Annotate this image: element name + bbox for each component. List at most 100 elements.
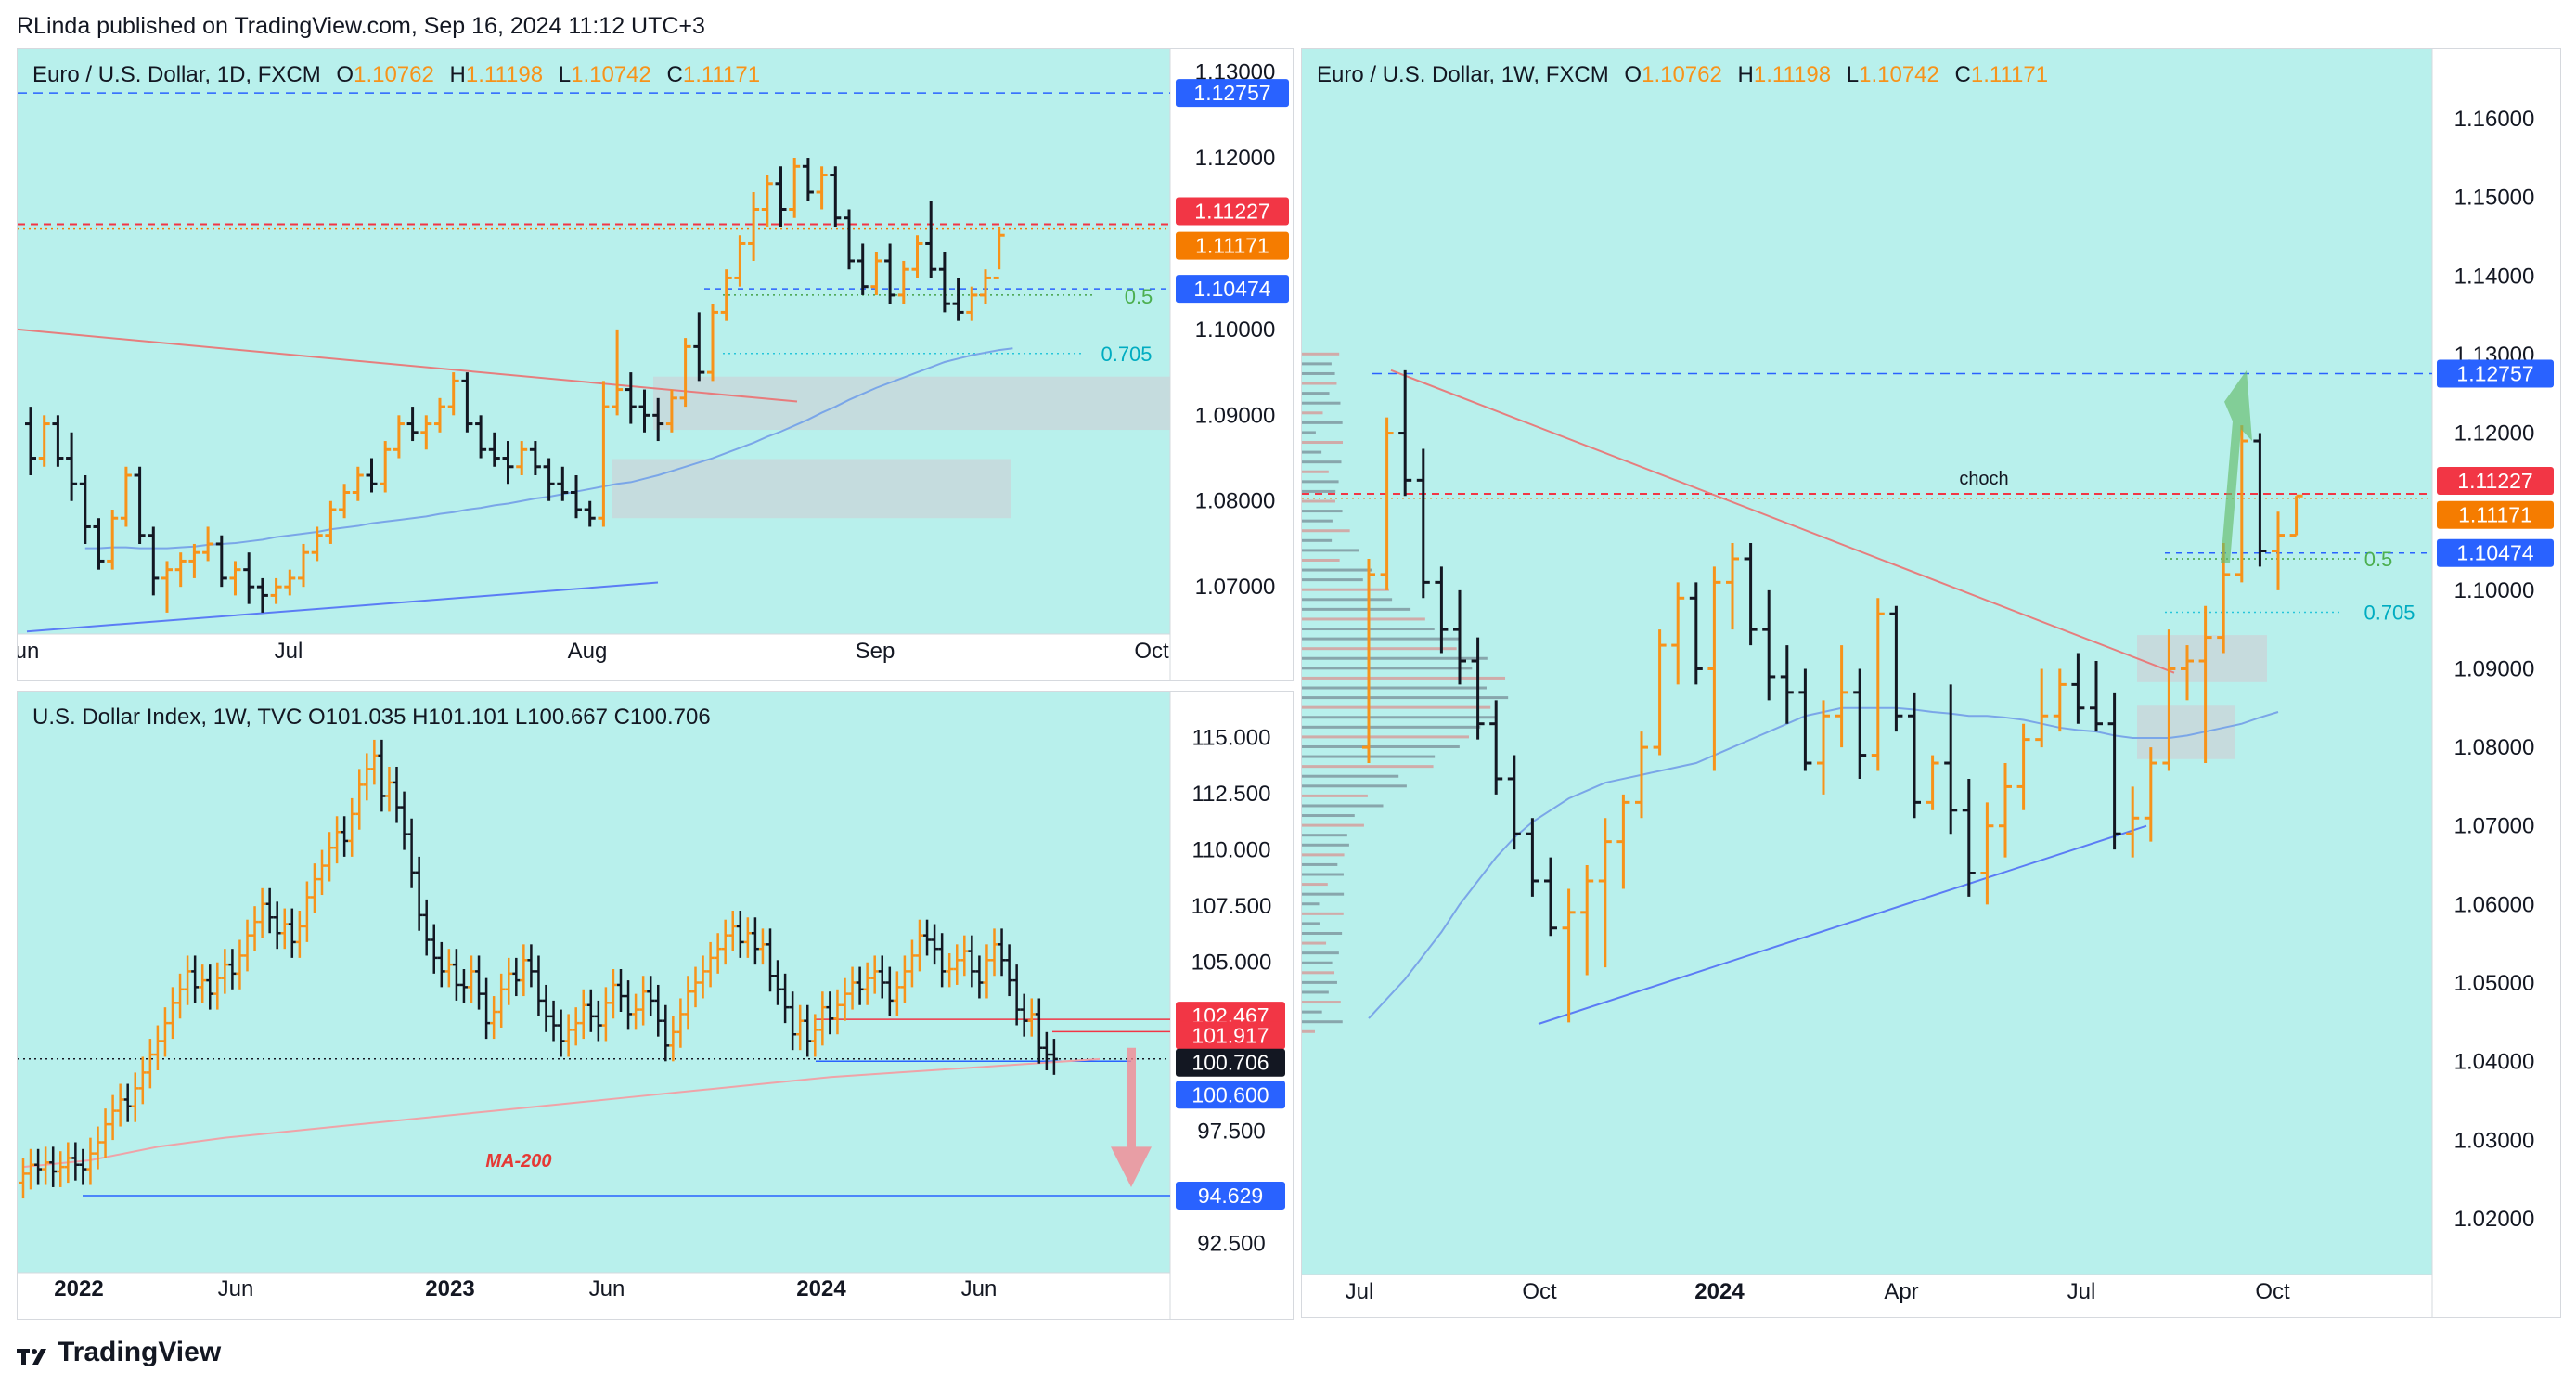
- ohlc-open-label: O: [1624, 62, 1642, 87]
- ohlc-bar: [1653, 629, 1667, 756]
- ohlc-bar: [430, 924, 438, 974]
- time-axis-tick: Apr: [1884, 1279, 1918, 1304]
- ohlc-bar: [483, 977, 491, 1040]
- ohlc-bar: [348, 797, 356, 857]
- ohlc-open-label: O: [336, 62, 354, 87]
- volume-profile-row: [1302, 853, 1345, 857]
- ohlc-bar: [594, 1000, 602, 1042]
- ohlc-bar: [761, 175, 773, 227]
- ohlc-bar: [258, 887, 266, 938]
- price-axis-tick: 1.10000: [1195, 317, 1276, 343]
- eurusd-daily-pane: Euro / U.S. Dollar, 1D, FXCM O1.10762 H1…: [4, 48, 1294, 681]
- ohlc-bar: [184, 955, 192, 1005]
- ohlc-bar: [273, 901, 281, 950]
- time-axis-tick: Oct: [1522, 1279, 1557, 1304]
- ohlc-bar: [897, 260, 909, 304]
- ohlc-high-value: 1.11198: [1753, 62, 1832, 87]
- ohlc-bar: [1012, 964, 1021, 1026]
- dxy-weekly-chart[interactable]: MA-200 115.000 112.500 110.000 107.500 105.00…: [18, 692, 1293, 1319]
- ohlc-bar: [2235, 425, 2248, 583]
- ohlc-bar: [325, 500, 337, 544]
- time-axis-tick: 2024: [796, 1276, 846, 1301]
- volume-profile-row: [1302, 696, 1509, 700]
- price-tag-box: [1176, 1048, 1285, 1077]
- ohlc-bar: [758, 928, 766, 965]
- ohlc-bar: [378, 739, 386, 812]
- volume-profile-row: [1302, 843, 1349, 847]
- ohlc-bar: [468, 955, 475, 1003]
- price-tag-label: 1.11171: [2458, 503, 2532, 527]
- price-tag-1.10474: 1.10474: [1176, 275, 1289, 304]
- ohlc-bar: [789, 991, 797, 1051]
- price-tag-101.917: 101.917: [1176, 1021, 1285, 1050]
- ohlc-bar: [169, 987, 176, 1040]
- price-tag-box: [1176, 79, 1289, 108]
- ohlc-bar: [908, 939, 916, 988]
- volume-profile-row: [1302, 735, 1470, 739]
- ohlc-bar: [2035, 668, 2049, 748]
- price-axis-tick: 1.08000: [1195, 489, 1276, 514]
- ohlc-bar: [625, 372, 637, 424]
- price-axis-tick: 1.05000: [2454, 971, 2535, 996]
- eurusd-weekly-chart[interactable]: 0.50.705choch1.160001.150001.140001.1300…: [1302, 49, 2560, 1317]
- ohlc-bar: [174, 552, 187, 588]
- ohlc-bar: [549, 1000, 558, 1042]
- ohlc-bar: [393, 766, 401, 823]
- ohlc-bar: [535, 955, 543, 1016]
- price-tag-box: [1176, 197, 1289, 226]
- ohlc-bar: [437, 941, 445, 988]
- ohlc-bar: [857, 243, 869, 295]
- ohlc-bar: [505, 957, 513, 1005]
- fib-0.705-label: 0.705: [2363, 602, 2415, 625]
- volume-profile-row: [1302, 725, 1481, 729]
- volume-profile-row: [1302, 431, 1316, 434]
- volume-profile-row: [1302, 598, 1393, 602]
- ohlc-bar: [736, 911, 744, 958]
- ohlc-bar: [188, 543, 200, 578]
- ohlc-bar: [557, 1009, 565, 1057]
- ohlc-low-value: 1.10742: [1859, 62, 1939, 87]
- volume-profile-row: [1302, 922, 1320, 925]
- ohlc-open-value: 1.10762: [354, 62, 434, 87]
- time-axis-tick: Sep: [856, 639, 895, 664]
- ohlc-bar: [923, 919, 932, 956]
- demand-zone-lower: [612, 459, 1011, 519]
- volume-profile-row: [1302, 862, 1338, 866]
- ohlc-bar: [557, 466, 569, 501]
- ohlc-bar: [49, 1146, 58, 1187]
- eurusd-daily-chart[interactable]: 0.50.7051.130001.120001.110001.100001.09…: [4, 49, 1293, 680]
- ohlc-bar: [459, 968, 468, 1003]
- ohlc-bar: [2289, 494, 2303, 537]
- price-axis-tick: 1.07000: [2454, 814, 2535, 839]
- ohlc-bar: [529, 441, 541, 476]
- fib-0.5-label: 0.5: [1125, 285, 1153, 308]
- ohlc-bar: [1889, 605, 1903, 732]
- ohlc-bar: [1689, 582, 1703, 685]
- ohlc-bar: [366, 458, 378, 493]
- volume-profile-row: [1302, 470, 1329, 473]
- price-tag-box: [1176, 231, 1289, 260]
- descending-trendline: [17, 328, 798, 403]
- ohlc-bar: [2198, 605, 2212, 764]
- price-tag-1.11227: 1.11227: [1176, 197, 1289, 226]
- price-axis-tick: 112.500: [1192, 782, 1271, 807]
- ohlc-bar: [1398, 369, 1412, 497]
- ohlc-bar: [598, 381, 610, 527]
- ohlc-bar: [751, 917, 759, 965]
- ohlc-bar: [27, 1148, 35, 1190]
- ohlc-bar: [1362, 558, 1375, 764]
- volume-profile-row: [1302, 794, 1368, 797]
- price-axis-tick: 97.500: [1197, 1119, 1265, 1144]
- ohlc-bar: [990, 928, 998, 977]
- volume-profile-row: [1302, 705, 1491, 709]
- volume-profile-row: [1302, 951, 1339, 955]
- ohlc-bar: [564, 1014, 573, 1057]
- ohlc-bar: [1908, 692, 1921, 819]
- volume-profile-row: [1302, 588, 1389, 591]
- volume-profile-row: [1302, 1029, 1316, 1033]
- ohlc-bar: [938, 252, 950, 313]
- price-axis-tick: 92.500: [1197, 1232, 1265, 1257]
- ohlc-bar: [236, 939, 244, 990]
- ohlc-bar: [676, 998, 685, 1048]
- volume-profile-row: [1302, 647, 1457, 651]
